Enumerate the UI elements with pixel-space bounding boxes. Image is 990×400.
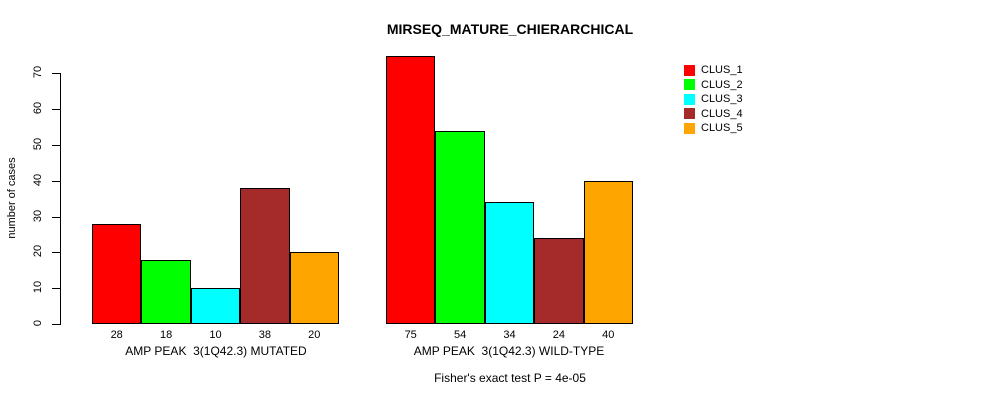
legend-swatch — [684, 64, 695, 76]
y-axis-tick-label: 10 — [32, 281, 44, 294]
y-axis-line — [60, 73, 61, 325]
legend-label: CLUS_2 — [701, 78, 743, 91]
legend-swatch — [684, 122, 695, 134]
bar-value-label: 40 — [602, 329, 615, 341]
y-axis-tick — [52, 324, 60, 325]
bar-clus_1 — [386, 55, 436, 324]
y-axis-tick — [52, 109, 60, 111]
legend-item: CLUS_1 — [684, 63, 743, 78]
bar-value-label: 24 — [552, 329, 565, 341]
y-axis-tick-label: 30 — [32, 209, 44, 222]
bar-value-label: 34 — [503, 329, 516, 341]
bar-clus_2 — [435, 130, 485, 324]
y-axis-tick-label: 0 — [32, 319, 44, 327]
y-axis-tick — [52, 288, 60, 290]
legend-swatch — [684, 93, 695, 105]
group-label-wild-type: AMP PEAK 3(1Q42.3) WILD-TYPE — [413, 344, 605, 358]
y-axis-tick-label: 50 — [32, 137, 44, 151]
legend-item: CLUS_4 — [684, 107, 743, 122]
y-axis-tick-label: 40 — [32, 173, 44, 186]
chart-title: MIRSEQ_MATURE_CHIERARCHICAL — [386, 21, 634, 37]
legend-item: CLUS_2 — [684, 78, 743, 93]
legend-swatch — [684, 108, 695, 120]
y-axis-tick — [52, 145, 60, 146]
y-axis-tick — [52, 180, 60, 182]
bar-clus_2 — [141, 259, 191, 324]
bar-clus_5 — [289, 252, 339, 324]
y-axis-tick — [52, 252, 60, 254]
y-axis-tick — [52, 216, 60, 218]
y-axis-tick-label: 70 — [32, 66, 44, 79]
bar-value-label: 10 — [209, 329, 222, 341]
bar-value-label: 28 — [110, 329, 123, 341]
y-axis-label: number of cases — [6, 157, 18, 239]
bar-clus_3 — [190, 288, 241, 324]
legend-label: CLUS_1 — [701, 64, 743, 77]
bar-clus_3 — [484, 202, 535, 324]
bar-value-label: 18 — [159, 329, 173, 341]
bar-clus_1 — [92, 223, 142, 324]
y-axis-tick-label: 20 — [32, 245, 44, 258]
bar-clus_4 — [534, 238, 584, 324]
fisher-test-annotation: Fisher's exact test P = 4e-05 — [434, 371, 586, 385]
legend-label: CLUS_5 — [701, 122, 743, 135]
legend-swatch — [684, 79, 695, 91]
legend-item: CLUS_3 — [684, 92, 743, 107]
bar-value-label: 38 — [258, 329, 271, 341]
bar-clus_4 — [240, 187, 290, 324]
legend-item: CLUS_5 — [684, 121, 743, 136]
bar-value-label: 54 — [453, 329, 467, 341]
legend-label: CLUS_3 — [701, 93, 743, 106]
group-label-mutated: AMP PEAK 3(1Q42.3) MUTATED — [125, 344, 307, 358]
legend-label: CLUS_4 — [701, 107, 743, 120]
bar-value-label: 75 — [404, 329, 417, 341]
y-axis-tick-label: 60 — [32, 102, 44, 115]
legend: CLUS_1 CLUS_2 CLUS_3 CLUS_4 CLUS_5 — [684, 63, 743, 136]
y-axis-tick — [52, 73, 60, 75]
bar-value-label: 20 — [308, 329, 321, 341]
bar-clus_5 — [583, 180, 633, 324]
